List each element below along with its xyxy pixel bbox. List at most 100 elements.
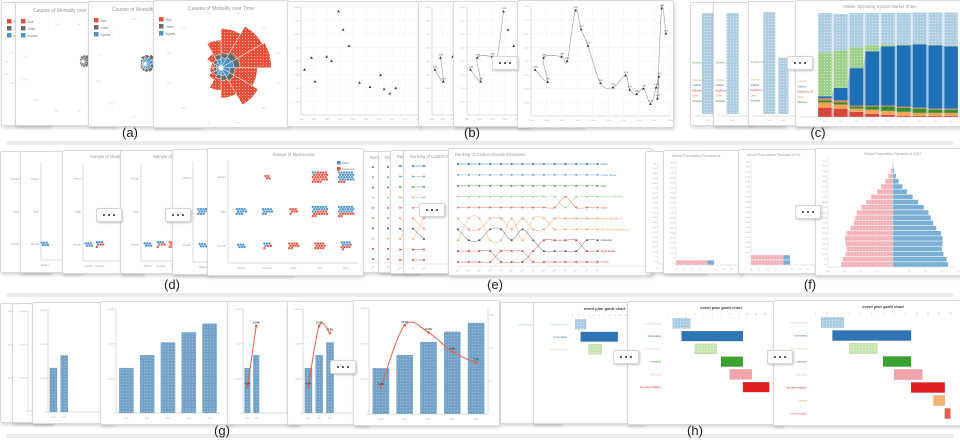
svg-text:8: 8 [729, 314, 731, 316]
svg-text:200: 200 [798, 269, 801, 271]
svg-text:2,000: 2,000 [524, 89, 530, 91]
svg-text:20,000: 20,000 [20, 344, 27, 346]
svg-text:80-84: 80-84 [652, 183, 657, 185]
dot-icon [624, 355, 628, 359]
dot-icon [346, 365, 350, 369]
pyramid-chart: World Population Pyramid of 0-4 5-9 10-14 15… [670, 154, 740, 271]
svg-text:1993: 1993 [586, 42, 591, 44]
svg-text:1994: 1994 [599, 80, 604, 82]
svg-text:5: 5 [860, 313, 862, 315]
dot-icon [508, 61, 512, 65]
bump-chart: Ranking of Carbon Dioxide Emissions 1992 1… [454, 152, 649, 273]
svg-text:4: 4 [588, 315, 590, 317]
svg-text:300: 300 [843, 271, 846, 273]
svg-text:7.7%: 7.7% [473, 359, 479, 362]
svg-text:90-94: 90-94 [652, 173, 657, 175]
svg-text:50-54: 50-54 [652, 212, 657, 214]
svg-text:Injured: Injured [166, 32, 176, 36]
svg-text:25-29: 25-29 [745, 237, 750, 239]
svg-text:Scaly: Scaly [33, 211, 40, 214]
svg-text:documentation: documentation [791, 413, 808, 416]
svg-text:8,000: 8,000 [524, 6, 530, 8]
svg-text:55-59: 55-59 [745, 207, 750, 209]
svg-text:2002: 2002 [652, 120, 658, 122]
svg-text:2010: 2010 [51, 417, 56, 419]
svg-text:2: 2 [677, 314, 679, 316]
svg-text:9: 9 [905, 313, 907, 315]
gantt-chart: event plan gantt chart12345678910111213e… [640, 305, 776, 393]
svg-text:2013: 2013 [450, 419, 455, 421]
svg-text:20-24: 20-24 [822, 243, 827, 245]
deck-shadow-strip [6, 293, 954, 297]
svg-text:1992: 1992 [386, 266, 391, 270]
svg-text:Smooth: Smooth [183, 244, 192, 247]
dot-icon [430, 208, 434, 212]
units-chart: Sample of Mushrooms Fibrous Scaly Smooth Alm… [73, 154, 139, 268]
svg-text:1999: 1999 [531, 269, 536, 273]
svg-text:65-69: 65-69 [670, 197, 675, 199]
svg-text:1989: 1989 [560, 53, 565, 55]
svg-text:0-4: 0-4 [747, 262, 750, 264]
svg-text:0: 0 [300, 413, 302, 415]
svg-text:send invitations: send invitations [550, 348, 568, 351]
svg-text:1988: 1988 [544, 120, 550, 122]
svg-text:Jan: Jan [78, 23, 83, 26]
svg-text:4,000: 4,000 [294, 61, 300, 63]
svg-text:30,000: 30,000 [295, 309, 302, 311]
chart-card-h-2: event plan gantt chart12345678910111213e… [627, 301, 784, 425]
svg-text:event planning: event planning [645, 322, 662, 325]
barline-chart: 30,000 20,000 10,000 0 2010 2011 [40, 309, 102, 419]
panel-c: Symbian OS Unknown Android BlackBerry OS Oth… [690, 0, 960, 140]
chart-card-h-3: event plan gantt chart 1 2 3 4 5 6 7 8 9 10 11 12 13 e… [773, 300, 960, 426]
svg-text:11: 11 [625, 315, 628, 317]
svg-text:Android: Android [716, 84, 725, 87]
dot-icon [336, 365, 340, 369]
svg-text:Aug: Aug [34, 98, 39, 101]
svg-text:Fibrous: Fibrous [131, 178, 140, 181]
svg-text:25-29: 25-29 [652, 237, 657, 239]
svg-text:0: 0 [366, 414, 368, 416]
svg-text:20,000: 20,000 [295, 344, 302, 346]
svg-text:Apr: Apr [277, 81, 281, 84]
svg-text:100: 100 [698, 269, 701, 271]
svg-text:15-19: 15-19 [745, 247, 750, 249]
svg-text:2: 2 [577, 315, 579, 317]
svg-text:7,000: 7,000 [460, 21, 466, 23]
svg-text:Mar: Mar [276, 52, 280, 55]
svg-text:95-99: 95-99 [822, 166, 827, 168]
svg-text:2016: 2016 [933, 121, 937, 123]
rose-chart: Causes of Mortality over Time Sick Other In… [159, 6, 281, 125]
svg-text:30,000: 30,000 [20, 311, 27, 313]
ellipsis-badge [767, 350, 793, 364]
svg-text:85-89: 85-89 [652, 178, 657, 180]
svg-text:100: 100 [774, 269, 777, 271]
dot-icon [112, 213, 116, 217]
svg-text:Sample of Mushrooms: Sample of Mushrooms [90, 154, 132, 159]
dot-icon [171, 213, 175, 217]
units-chart: Sample of Mushrooms Fibrous Scaly Smooth Alm… [218, 152, 359, 270]
chart-card-a-3: Causes of Mortality over Time Sick Other In… [153, 0, 289, 128]
svg-text:13.4%: 13.4% [401, 321, 409, 324]
svg-text:2002: 2002 [657, 73, 662, 75]
chart-card-f-1: World Population Pyramid of 0-4 5-9 10-14 15… [663, 150, 743, 274]
svg-text:5-9: 5-9 [824, 259, 827, 261]
svg-text:2002: 2002 [563, 269, 568, 273]
svg-text:2001: 2001 [654, 84, 659, 86]
svg-text:United States: United States [601, 173, 617, 177]
svg-text:3,000: 3,000 [460, 75, 466, 77]
svg-text:3,000: 3,000 [294, 75, 300, 77]
svg-text:rehearsal: rehearsal [651, 361, 662, 364]
svg-text:10%: 10% [490, 348, 494, 350]
svg-text:Sep: Sep [22, 78, 27, 81]
svg-text:1995: 1995 [488, 269, 493, 273]
svg-text:30-34: 30-34 [670, 232, 675, 234]
svg-text:10: 10 [619, 315, 622, 317]
svg-text:1996: 1996 [606, 120, 612, 122]
svg-text:30,000: 30,000 [40, 310, 47, 312]
chart-card-e-4: Ranking of Carbon Dioxide Emissions 1992 1… [448, 148, 652, 276]
barline-chart: 30,000 20,000 10,000 0 2010 2011 2012 2013 2014 1… [361, 307, 494, 421]
svg-text:0-4: 0-4 [824, 264, 827, 266]
svg-text:2017: 2017 [949, 121, 953, 123]
svg-text:1994: 1994 [351, 119, 357, 121]
svg-text:World Population Pyramid of 20: World Population Pyramid of 20 [747, 153, 800, 157]
